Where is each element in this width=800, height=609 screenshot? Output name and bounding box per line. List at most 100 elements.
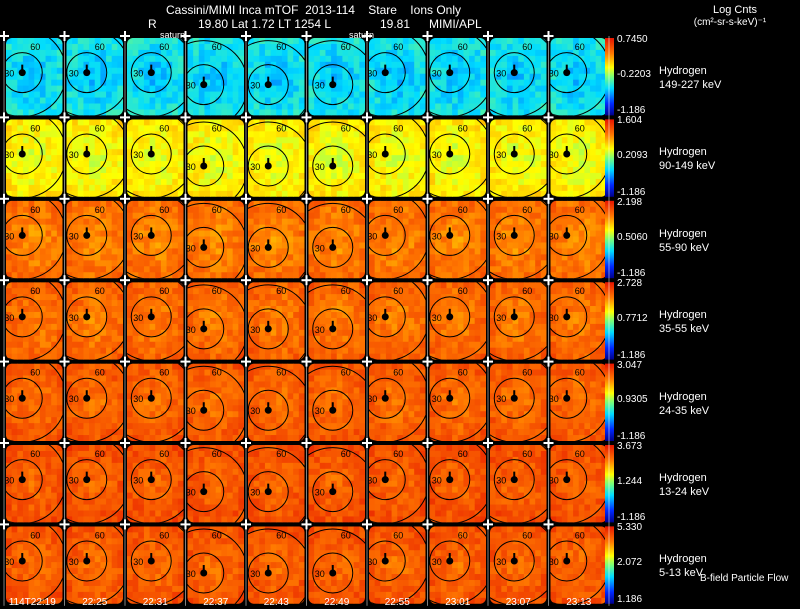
colorbar-label-mid: 0.2093: [617, 150, 648, 162]
image-cell-r1-c3: 30 60: [127, 38, 184, 116]
contour-label-60: 60: [30, 205, 40, 215]
l-value: 19.81: [380, 17, 411, 31]
saturn-label-1: saturn: [160, 30, 186, 40]
image-cell-r5-c3: 30 60: [127, 363, 184, 442]
contour-label-30: 30: [186, 569, 196, 579]
contour-label-60: 60: [30, 449, 40, 459]
contour-label-30: 30: [432, 69, 442, 79]
image-cell-r7-c4: 30 60: [186, 526, 244, 604]
colorbar-label-max: 3.673: [617, 441, 643, 452]
energy-range-label: 149-227 keV: [659, 79, 722, 91]
contour-label-60: 60: [341, 205, 351, 215]
contour-label-60: 60: [393, 368, 403, 378]
contour-label-30: 30: [250, 488, 260, 498]
contour-label-60: 60: [212, 449, 222, 459]
contour-label-30: 30: [367, 69, 377, 79]
image-cell-r5-c9: 30 60: [490, 363, 547, 442]
colorbar-label-min: -1.186: [617, 105, 646, 117]
contour-label-60: 60: [30, 42, 40, 52]
contour-label-60: 60: [458, 286, 468, 296]
image-cell-r1-c9: 30 60: [490, 38, 547, 116]
species-label: Hydrogen: [659, 146, 707, 159]
contour-label-30: 30: [4, 557, 14, 567]
contour-label-30: 30: [315, 406, 325, 416]
image-cell-r4-c2: 30 60: [66, 282, 123, 360]
contour-label-60: 60: [276, 449, 286, 459]
time-tick-label: 22:37: [203, 597, 229, 608]
time-tick-label: 23:13: [566, 597, 592, 608]
image-cell-r6-c2: 30 60: [66, 445, 123, 523]
contour-label-60: 60: [212, 205, 222, 215]
image-cell-r6-c1: 30 60: [4, 445, 63, 523]
contour-label-60: 60: [522, 205, 532, 215]
image-cell-r7-c5: 30 60: [248, 526, 305, 604]
image-cell-r7-c8: 30 60: [429, 526, 486, 604]
contour-label-60: 60: [458, 42, 468, 52]
position-readout: 19.80 Lat 1.72 LT 1254 L: [198, 17, 332, 31]
contour-label-30: 30: [133, 313, 143, 323]
image-cell-r4-c6: 30 60: [308, 282, 365, 360]
image-cell-r6-c5: 30 60: [248, 445, 305, 523]
species-label: Hydrogen: [659, 390, 707, 403]
image-cell-r3-c1: 30 60: [4, 200, 63, 279]
energy-range-label: 24-35 keV: [659, 404, 710, 417]
contour-label-60: 60: [212, 123, 222, 133]
species-label: Hydrogen: [659, 553, 707, 566]
image-cell-r3-c7: 30 60: [367, 200, 426, 279]
contour-label-30: 30: [250, 406, 260, 416]
image-cell-r6-c6: 30 60: [308, 445, 365, 523]
colorbar-label-mid: -0.2203: [617, 68, 651, 80]
contour-label-60: 60: [159, 530, 169, 540]
contour-label-30: 30: [432, 313, 442, 323]
image-cell-r1-c5: 30 60: [248, 38, 305, 116]
units-label: (cm²-sr-s-keV)⁻¹: [693, 17, 767, 28]
image-cell-r4-c10: 30 60: [549, 282, 607, 360]
image-cell-r3-c5: 30 60: [248, 200, 305, 279]
contour-label-60: 60: [341, 123, 351, 133]
image-cell-r1-c7: 30 60: [367, 38, 426, 116]
colorbar-label-max: 3.047: [617, 359, 643, 371]
contour-label-60: 60: [212, 368, 222, 378]
image-cell-r6-c8: 30 60: [429, 445, 486, 523]
time-tick-label: 22:55: [384, 597, 410, 608]
contour-label-30: 30: [549, 476, 559, 486]
image-cell-r5-c6: 30 60: [308, 363, 365, 442]
image-cell-r3-c10: 30 60: [549, 200, 607, 279]
image-cell-r4-c5: 30 60: [248, 282, 305, 360]
time-tick-label: 22:25: [82, 597, 108, 608]
contour-label-30: 30: [186, 488, 196, 498]
contour-label-60: 60: [159, 205, 169, 215]
contour-label-30: 30: [69, 476, 79, 486]
colorbar-label-min: -1.186: [617, 512, 646, 524]
image-cell-r2-c2: 30 60: [66, 119, 123, 197]
contour-label-30: 30: [367, 557, 377, 567]
contour-label-30: 30: [367, 313, 377, 323]
time-tick-label: 22:43: [263, 597, 289, 608]
image-cell-r4-c1: 30 60: [4, 282, 63, 360]
contour-label-30: 30: [250, 162, 260, 172]
colorbar-label-min: -1.186: [617, 431, 646, 442]
contour-label-30: 30: [250, 569, 260, 579]
contour-label-30: 30: [250, 325, 260, 335]
contour-label-60: 60: [458, 205, 468, 215]
contour-label-30: 30: [4, 394, 14, 404]
time-tick-label: 22:31: [142, 597, 168, 608]
contour-label-60: 60: [276, 286, 286, 296]
contour-label-30: 30: [4, 231, 14, 241]
image-cell-r4-c9: 30 60: [490, 282, 547, 360]
colorbar-label-max: 2.198: [617, 196, 643, 208]
image-cell-r3-c6: 30 60: [308, 200, 365, 279]
contour-label-30: 30: [315, 569, 325, 579]
image-cell-r1-c1: 30 60: [4, 38, 63, 116]
contour-label-60: 60: [276, 530, 286, 540]
contour-label-30: 30: [549, 231, 559, 241]
species-label: Hydrogen: [659, 227, 707, 240]
contour-label-60: 60: [393, 286, 403, 296]
image-cell-r7-c2: 30 60: [66, 526, 123, 604]
contour-label-30: 30: [432, 476, 442, 486]
contour-label-30: 30: [186, 406, 196, 416]
contour-label-30: 30: [315, 488, 325, 498]
energy-range-label: 35-55 keV: [659, 323, 710, 336]
contour-label-60: 60: [341, 42, 351, 52]
image-cell-r6-c10: 30 60: [549, 445, 607, 523]
